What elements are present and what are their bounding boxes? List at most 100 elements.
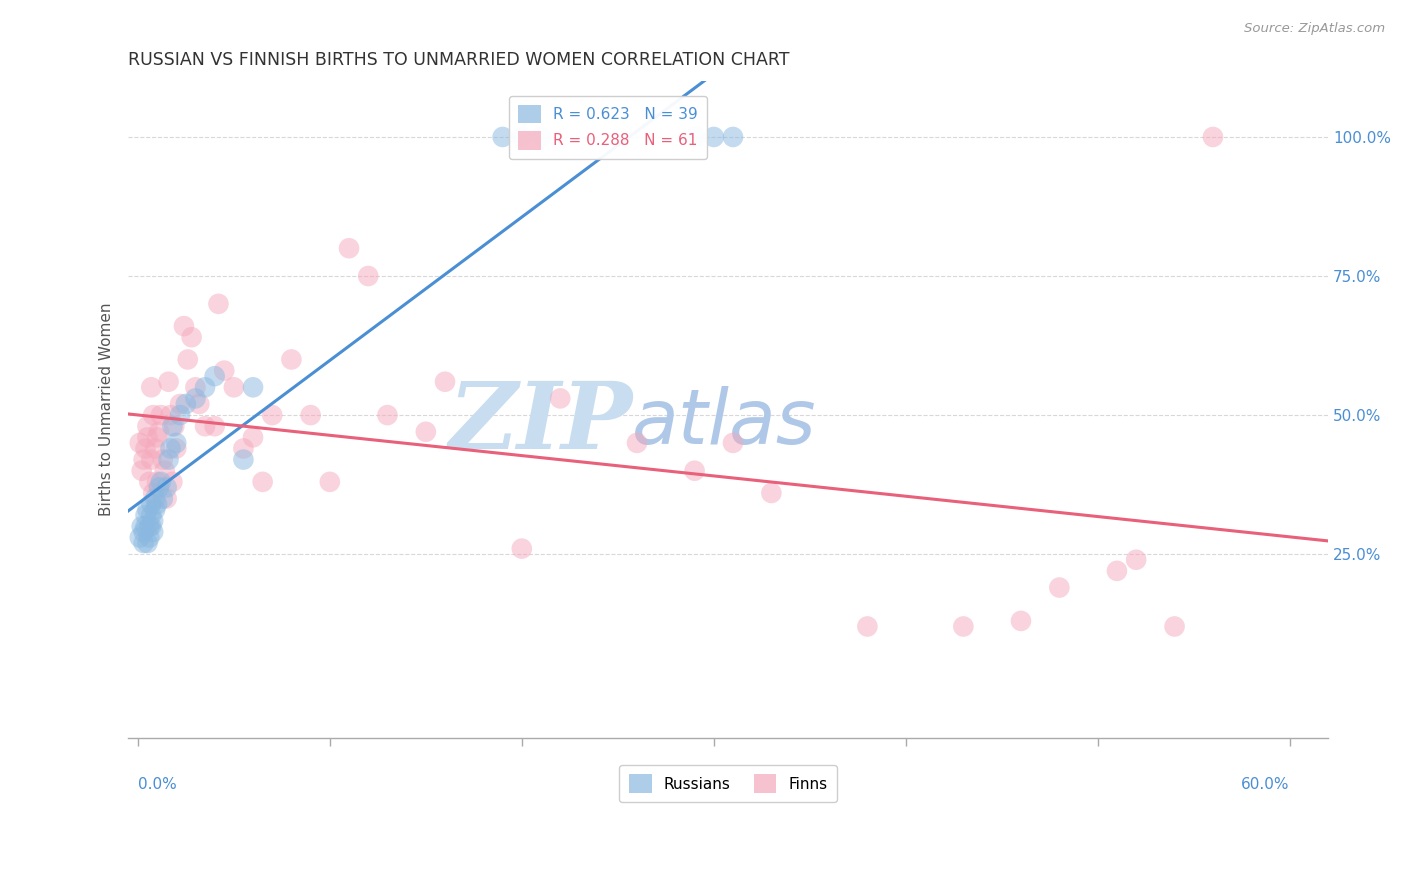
Legend: Russians, Finns: Russians, Finns: [620, 765, 837, 802]
Point: [491, 130, 513, 145]
Point: [128, 436, 150, 450]
Point: [156, 491, 179, 506]
Point: [242, 380, 264, 394]
Point: [143, 502, 166, 516]
Point: [146, 430, 169, 444]
Point: [232, 442, 254, 456]
Point: [1202, 130, 1225, 145]
Point: [162, 475, 184, 489]
Point: [138, 531, 160, 545]
Point: [148, 425, 170, 439]
Point: [510, 130, 533, 145]
Point: [184, 392, 207, 406]
Point: [530, 130, 553, 145]
Point: [357, 268, 380, 283]
Point: [141, 497, 163, 511]
Point: [184, 380, 207, 394]
Point: [683, 464, 706, 478]
Point: [136, 502, 159, 516]
Point: [153, 464, 176, 478]
Point: [626, 436, 648, 450]
Point: [262, 408, 284, 422]
Text: ZIP: ZIP: [449, 377, 633, 467]
Point: [135, 508, 157, 523]
Point: [174, 397, 197, 411]
Point: [377, 408, 399, 422]
Point: [136, 430, 159, 444]
Point: [434, 375, 457, 389]
Point: [242, 430, 264, 444]
Text: atlas: atlas: [633, 385, 817, 459]
Point: [132, 524, 155, 539]
Point: [1010, 614, 1032, 628]
Point: [177, 352, 200, 367]
Point: [142, 524, 165, 539]
Point: [173, 319, 195, 334]
Point: [1047, 581, 1070, 595]
Point: [132, 452, 155, 467]
Point: [319, 475, 342, 489]
Point: [415, 425, 437, 439]
Point: [128, 531, 150, 545]
Point: [510, 541, 533, 556]
Point: [194, 380, 217, 394]
Point: [204, 419, 226, 434]
Point: [141, 508, 163, 523]
Point: [138, 475, 160, 489]
Point: [548, 392, 571, 406]
Point: [252, 475, 274, 489]
Point: [149, 408, 172, 422]
Point: [683, 130, 706, 145]
Point: [721, 130, 744, 145]
Point: [165, 442, 187, 456]
Point: [146, 475, 169, 489]
Point: [169, 408, 191, 422]
Y-axis label: Births to Unmarried Women: Births to Unmarried Women: [100, 302, 114, 516]
Point: [159, 408, 181, 422]
Point: [299, 408, 322, 422]
Point: [142, 408, 165, 422]
Point: [141, 380, 163, 394]
Point: [149, 475, 172, 489]
Point: [138, 519, 160, 533]
Point: [132, 536, 155, 550]
Point: [222, 380, 245, 394]
Point: [146, 497, 169, 511]
Point: [142, 486, 165, 500]
Point: [703, 130, 725, 145]
Point: [194, 419, 217, 434]
Point: [1105, 564, 1128, 578]
Point: [131, 464, 153, 478]
Point: [1163, 619, 1185, 633]
Point: [180, 330, 202, 344]
Point: [207, 297, 229, 311]
Point: [152, 452, 174, 467]
Point: [188, 397, 211, 411]
Point: [157, 375, 180, 389]
Point: [135, 519, 157, 533]
Point: [204, 369, 226, 384]
Point: [157, 452, 180, 467]
Point: [280, 352, 302, 367]
Text: 0.0%: 0.0%: [138, 777, 177, 791]
Point: [159, 442, 181, 456]
Point: [143, 491, 166, 506]
Point: [142, 514, 165, 528]
Point: [148, 480, 170, 494]
Text: Source: ZipAtlas.com: Source: ZipAtlas.com: [1244, 22, 1385, 36]
Point: [136, 419, 159, 434]
Point: [721, 436, 744, 450]
Point: [152, 491, 174, 506]
Text: RUSSIAN VS FINNISH BIRTHS TO UNMARRIED WOMEN CORRELATION CHART: RUSSIAN VS FINNISH BIRTHS TO UNMARRIED W…: [128, 51, 790, 69]
Point: [136, 536, 159, 550]
Text: 60.0%: 60.0%: [1241, 777, 1289, 791]
Point: [163, 419, 186, 434]
Point: [856, 619, 879, 633]
Point: [1125, 552, 1147, 566]
Point: [143, 442, 166, 456]
Point: [131, 519, 153, 533]
Point: [212, 363, 235, 377]
Point: [141, 452, 163, 467]
Point: [141, 519, 163, 533]
Point: [135, 442, 157, 456]
